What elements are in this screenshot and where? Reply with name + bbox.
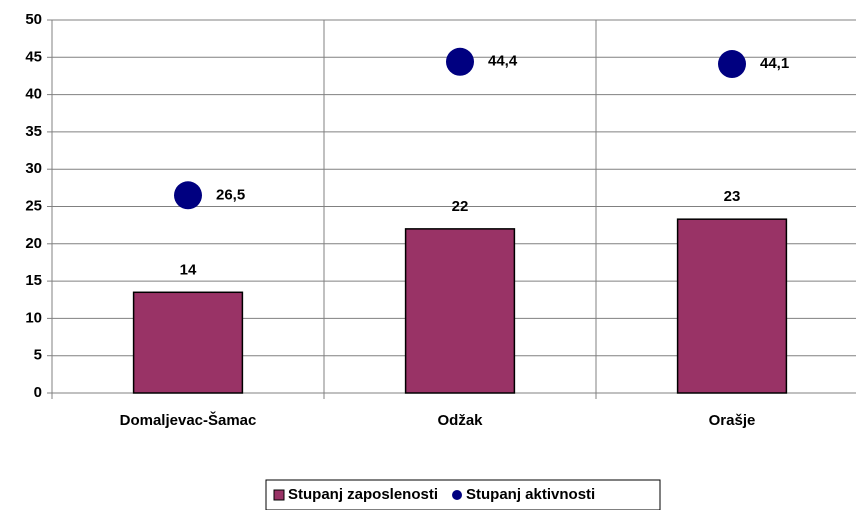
bar [404, 228, 516, 394]
x-tick-label: Orašje [709, 412, 756, 429]
y-tick-label: 45 [25, 48, 42, 65]
data-label: 26,5 [216, 186, 245, 203]
dot [446, 47, 474, 76]
y-tick-label: 35 [25, 123, 42, 140]
y-tick-label: 20 [25, 235, 42, 252]
dot [718, 50, 746, 79]
data-label: 22 [452, 198, 469, 215]
bar [676, 218, 788, 394]
legend-swatch [273, 489, 285, 501]
data-label: 44,4 [488, 53, 518, 70]
y-tick-label: 15 [25, 272, 42, 289]
bar [132, 291, 244, 394]
y-tick-label: 25 [25, 197, 42, 214]
legend-label: Stupanj zaposlenosti [288, 486, 438, 503]
y-tick-label: 40 [25, 86, 42, 103]
x-tick-label: Odžak [437, 412, 483, 429]
y-tick-label: 5 [34, 347, 42, 364]
y-tick-label: 50 [25, 11, 42, 28]
legend-box [265, 479, 661, 510]
legend-label: Stupanj aktivnosti [466, 486, 595, 503]
dot [174, 181, 202, 210]
data-label: 14 [180, 261, 197, 278]
legend-swatch [452, 490, 463, 500]
y-tick-label: 10 [25, 309, 42, 326]
y-tick-label: 0 [34, 384, 42, 401]
x-tick-label: Domaljevac-Šamac [120, 411, 257, 429]
data-label: 23 [724, 188, 741, 205]
data-label: 44,1 [760, 55, 789, 72]
y-tick-label: 30 [25, 160, 42, 177]
